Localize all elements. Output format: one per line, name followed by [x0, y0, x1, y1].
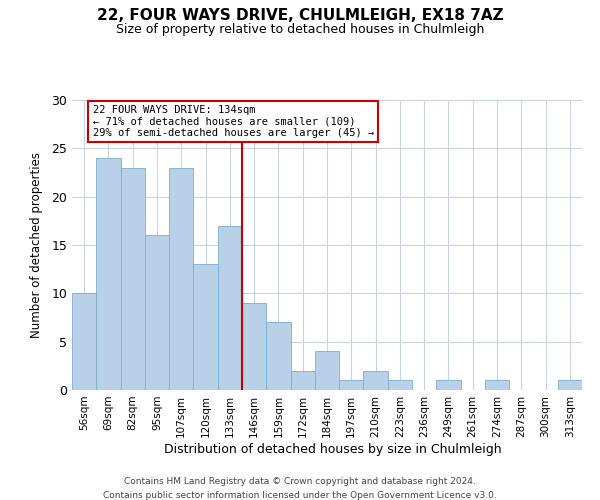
Bar [339, 380, 364, 390]
Text: Contains public sector information licensed under the Open Government Licence v3: Contains public sector information licen… [103, 491, 497, 500]
Bar [169, 168, 193, 390]
Text: 22 FOUR WAYS DRIVE: 134sqm
← 71% of detached houses are smaller (109)
29% of sem: 22 FOUR WAYS DRIVE: 134sqm ← 71% of deta… [92, 105, 374, 138]
Bar [388, 380, 412, 390]
Bar [436, 380, 461, 390]
Text: Contains HM Land Registry data © Crown copyright and database right 2024.: Contains HM Land Registry data © Crown c… [124, 478, 476, 486]
Bar [193, 264, 218, 390]
Bar [558, 380, 582, 390]
Bar [218, 226, 242, 390]
Bar [96, 158, 121, 390]
Text: 22, FOUR WAYS DRIVE, CHULMLEIGH, EX18 7AZ: 22, FOUR WAYS DRIVE, CHULMLEIGH, EX18 7A… [97, 8, 503, 22]
Bar [266, 322, 290, 390]
Y-axis label: Number of detached properties: Number of detached properties [30, 152, 43, 338]
Bar [485, 380, 509, 390]
Bar [242, 303, 266, 390]
Text: Size of property relative to detached houses in Chulmleigh: Size of property relative to detached ho… [116, 22, 484, 36]
Bar [364, 370, 388, 390]
Bar [315, 352, 339, 390]
Bar [290, 370, 315, 390]
Text: Distribution of detached houses by size in Chulmleigh: Distribution of detached houses by size … [164, 442, 502, 456]
Bar [121, 168, 145, 390]
Bar [72, 294, 96, 390]
Bar [145, 236, 169, 390]
